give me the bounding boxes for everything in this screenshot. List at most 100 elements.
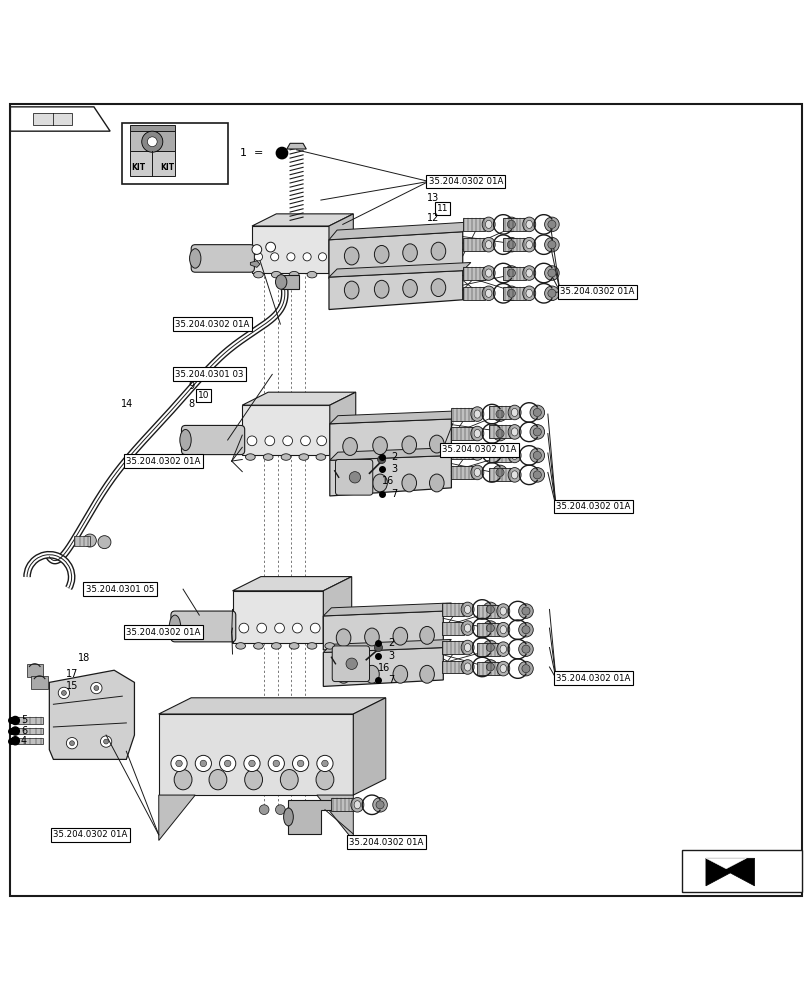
Ellipse shape: [429, 474, 444, 492]
Ellipse shape: [169, 615, 180, 638]
Text: 35.204.0302 01A: 35.204.0302 01A: [174, 320, 249, 329]
Ellipse shape: [307, 271, 316, 278]
Polygon shape: [131, 131, 151, 151]
Circle shape: [101, 736, 112, 747]
Ellipse shape: [547, 241, 556, 249]
Ellipse shape: [419, 665, 434, 683]
Circle shape: [275, 805, 285, 815]
Polygon shape: [242, 392, 355, 405]
Ellipse shape: [315, 454, 325, 460]
Ellipse shape: [547, 289, 556, 297]
Ellipse shape: [508, 425, 521, 439]
Ellipse shape: [461, 621, 474, 635]
Ellipse shape: [492, 465, 507, 480]
Ellipse shape: [461, 640, 474, 655]
Polygon shape: [250, 261, 260, 267]
Text: 13: 13: [427, 193, 439, 203]
Ellipse shape: [470, 465, 483, 480]
Bar: [488, 468, 511, 481]
Text: 18: 18: [78, 653, 90, 663]
Ellipse shape: [526, 220, 532, 228]
Circle shape: [310, 623, 320, 633]
Bar: [477, 623, 500, 636]
Ellipse shape: [522, 266, 535, 280]
Text: 15: 15: [66, 681, 78, 691]
Ellipse shape: [547, 220, 556, 228]
Ellipse shape: [263, 454, 272, 460]
Circle shape: [148, 137, 157, 147]
Circle shape: [377, 455, 385, 464]
Polygon shape: [329, 455, 451, 496]
Bar: [462, 287, 485, 300]
Ellipse shape: [464, 663, 470, 671]
Ellipse shape: [429, 435, 444, 453]
Text: 2: 2: [391, 452, 397, 462]
Bar: [27, 664, 43, 677]
Ellipse shape: [374, 245, 388, 263]
Polygon shape: [705, 858, 753, 886]
Polygon shape: [251, 226, 328, 273]
Ellipse shape: [275, 275, 286, 289]
Ellipse shape: [431, 279, 445, 297]
Ellipse shape: [402, 280, 417, 297]
Text: 4: 4: [21, 736, 27, 746]
Bar: [17, 728, 43, 734]
Ellipse shape: [482, 286, 495, 301]
Polygon shape: [323, 639, 451, 652]
Ellipse shape: [372, 474, 387, 492]
Ellipse shape: [518, 604, 533, 618]
Text: 35.204.0302 01A: 35.204.0302 01A: [428, 177, 503, 186]
Circle shape: [302, 805, 311, 815]
Bar: [462, 218, 485, 231]
Ellipse shape: [544, 237, 559, 252]
Polygon shape: [11, 107, 110, 131]
Ellipse shape: [496, 661, 509, 676]
Ellipse shape: [344, 281, 358, 299]
Ellipse shape: [496, 604, 509, 618]
Ellipse shape: [474, 410, 480, 418]
Circle shape: [11, 716, 19, 725]
Ellipse shape: [289, 271, 298, 278]
Bar: [74, 536, 90, 546]
Ellipse shape: [533, 408, 541, 417]
Ellipse shape: [474, 468, 480, 476]
Ellipse shape: [507, 289, 515, 297]
Ellipse shape: [307, 643, 316, 649]
Bar: [451, 427, 474, 440]
Ellipse shape: [518, 622, 533, 637]
Polygon shape: [131, 125, 174, 131]
Ellipse shape: [530, 425, 544, 439]
Ellipse shape: [483, 660, 497, 674]
Circle shape: [11, 737, 19, 745]
Circle shape: [272, 760, 279, 767]
Ellipse shape: [393, 665, 407, 683]
Circle shape: [297, 760, 303, 767]
Circle shape: [142, 131, 163, 152]
Text: 35.204.0302 01A: 35.204.0302 01A: [127, 628, 200, 637]
Polygon shape: [323, 603, 451, 616]
Ellipse shape: [496, 622, 509, 637]
Circle shape: [98, 536, 111, 549]
Ellipse shape: [315, 770, 333, 790]
Bar: [122, 123, 227, 184]
Circle shape: [94, 686, 99, 690]
Text: 35.204.0302 01A: 35.204.0302 01A: [556, 502, 629, 511]
Ellipse shape: [470, 407, 483, 421]
Circle shape: [374, 643, 382, 652]
Circle shape: [62, 690, 67, 695]
Polygon shape: [251, 214, 353, 226]
Ellipse shape: [521, 626, 530, 634]
Ellipse shape: [486, 643, 494, 652]
Text: 6: 6: [21, 726, 27, 736]
Ellipse shape: [401, 436, 416, 454]
Ellipse shape: [483, 602, 497, 617]
Ellipse shape: [271, 271, 281, 278]
Bar: [462, 267, 485, 280]
Ellipse shape: [253, 271, 263, 278]
Bar: [503, 287, 526, 300]
Ellipse shape: [271, 643, 281, 649]
Ellipse shape: [245, 454, 255, 460]
Bar: [477, 643, 500, 656]
Circle shape: [243, 755, 260, 772]
Polygon shape: [316, 795, 353, 840]
